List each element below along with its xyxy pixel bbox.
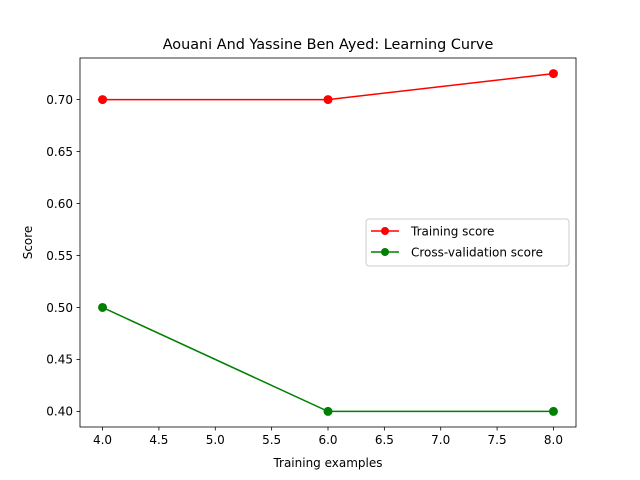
x-tick-label: 4.0 <box>93 433 112 447</box>
data-point <box>548 69 558 79</box>
series-layer <box>98 69 558 416</box>
x-tick-label: 8.0 <box>544 433 563 447</box>
y-axis-ticks: 0.40 0.45 0.50 0.55 0.60 0.65 0.70 <box>46 93 80 419</box>
x-tick-label: 6.5 <box>375 433 394 447</box>
y-tick-label: 0.50 <box>46 301 73 315</box>
x-tick-label: 7.5 <box>488 433 507 447</box>
x-axis-label: Training examples <box>272 456 382 470</box>
x-tick-label: 5.5 <box>262 433 281 447</box>
legend-box <box>365 218 570 267</box>
data-point <box>98 95 108 105</box>
legend-label: Cross-validation score <box>411 245 543 259</box>
x-tick-label: 6.0 <box>318 433 337 447</box>
x-axis-ticks: 4.0 4.5 5.0 5.5 6.0 6.5 7.0 7.5 8.0 <box>93 427 563 447</box>
legend-swatch-marker <box>381 248 389 256</box>
y-tick-label: 0.70 <box>46 93 73 107</box>
legend-label: Training score <box>410 224 494 238</box>
y-tick-label: 0.65 <box>46 145 73 159</box>
legend: Training score Cross-validation score <box>365 218 570 267</box>
x-tick-label: 4.5 <box>149 433 168 447</box>
data-point <box>548 406 558 416</box>
x-tick-label: 7.0 <box>431 433 450 447</box>
y-axis-label: Score <box>21 226 35 260</box>
chart-title: Aouani And Yassine Ben Ayed: Learning Cu… <box>163 37 494 53</box>
data-point <box>323 95 333 105</box>
data-point <box>323 406 333 416</box>
y-tick-label: 0.55 <box>46 249 73 263</box>
y-tick-label: 0.45 <box>46 353 73 367</box>
legend-swatch-marker <box>381 227 389 235</box>
y-tick-label: 0.60 <box>46 197 73 211</box>
x-tick-label: 5.0 <box>206 433 225 447</box>
y-tick-label: 0.40 <box>46 405 73 419</box>
data-point <box>98 302 108 312</box>
